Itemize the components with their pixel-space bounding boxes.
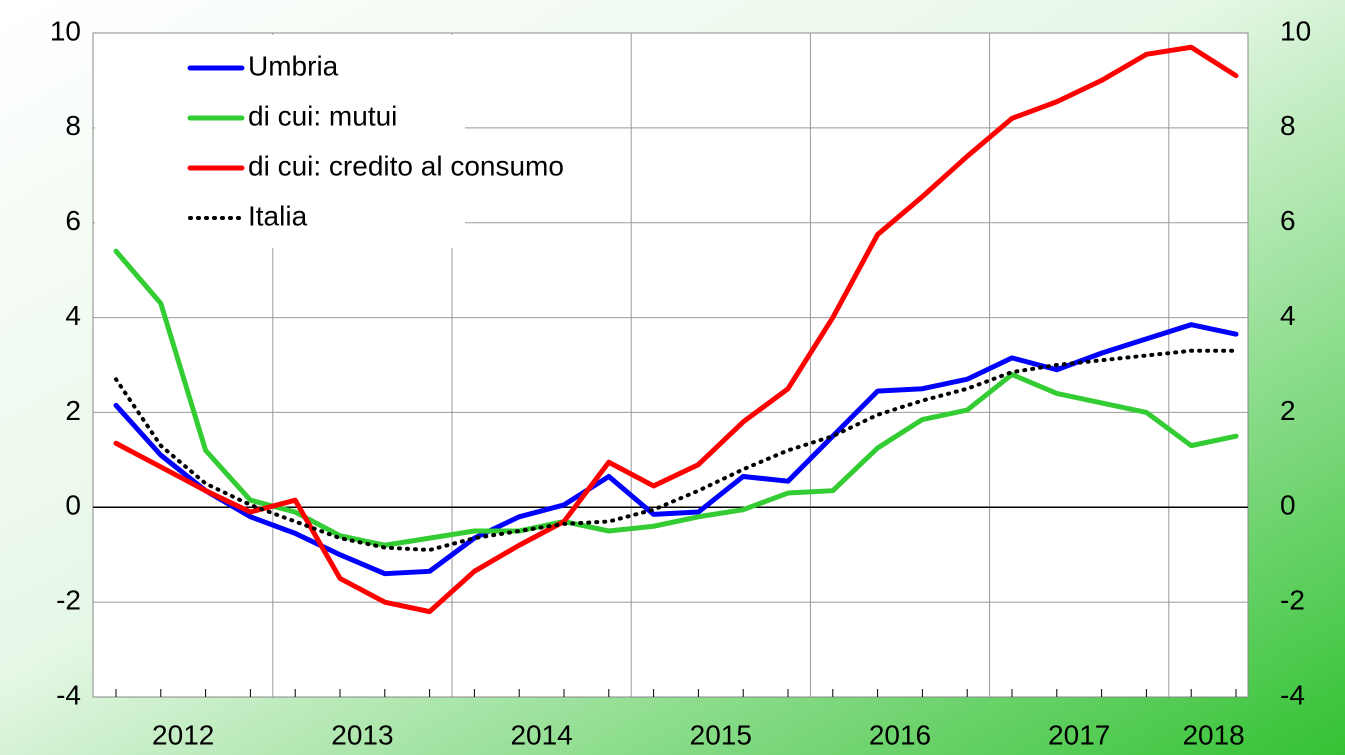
series-line [114, 348, 1238, 552]
x-tick-label: 2012 [152, 719, 214, 750]
y-tick-label: 0 [65, 490, 81, 521]
y-tick-label: 4 [65, 300, 81, 331]
y-tick-label: 8 [65, 110, 81, 141]
x-tick-label: 2018 [1182, 719, 1244, 750]
y-tick-label: -4 [56, 679, 81, 710]
y-tick-label: -2 [56, 585, 81, 616]
y2-tick-label: 4 [1280, 300, 1296, 331]
y-tick-label: 10 [50, 15, 81, 46]
y2-tick-label: 8 [1280, 110, 1296, 141]
y2-tick-label: 10 [1280, 15, 1311, 46]
x-tick-label: 2013 [331, 719, 393, 750]
x-tick-label: 2015 [690, 719, 752, 750]
x-tick-label: 2014 [510, 719, 572, 750]
y2-tick-label: 0 [1280, 490, 1296, 521]
y2-tick-label: 2 [1280, 395, 1296, 426]
y-tick-label: 2 [65, 395, 81, 426]
legend-background [95, 35, 465, 248]
legend-label: Umbria [248, 50, 339, 81]
legend-label: di cui: credito al consumo [248, 150, 564, 181]
y-tick-label: 6 [65, 205, 81, 236]
series-line [113, 44, 1239, 615]
x-tick-label: 2017 [1048, 719, 1110, 750]
legend-label: di cui: mutui [248, 100, 397, 131]
y2-tick-label: -2 [1280, 585, 1305, 616]
y2-tick-label: -4 [1280, 679, 1305, 710]
y2-tick-label: 6 [1280, 205, 1296, 236]
legend-label: Italia [248, 200, 308, 231]
x-tick-label: 2016 [869, 719, 931, 750]
